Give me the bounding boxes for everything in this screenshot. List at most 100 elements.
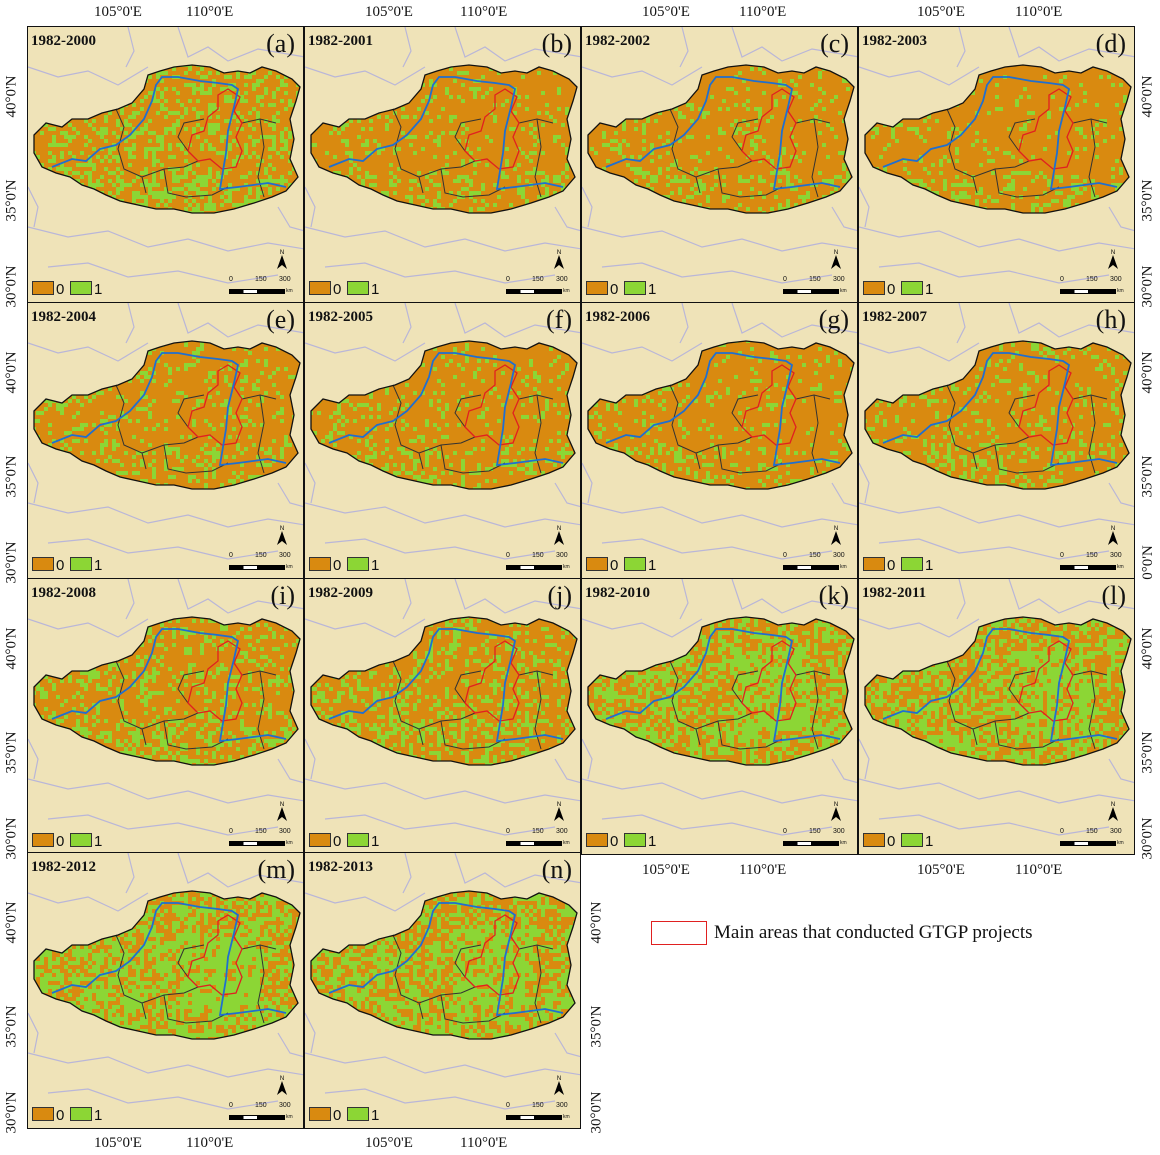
loess-plateau-map [305, 303, 580, 560]
map-panel: 1982-2009 (j) 0 1 N 0 150 300 km [304, 578, 581, 855]
lon-label: 110°0'E [739, 4, 787, 20]
province-boundary [257, 118, 265, 198]
context-boundary-line [679, 303, 689, 344]
province-boundary [1008, 670, 1036, 704]
province-boundary [454, 944, 482, 978]
scale-tick-label: 150 [255, 1102, 267, 1109]
province-boundary [115, 934, 147, 1020]
scale-unit: km [840, 840, 847, 846]
context-boundary-line [305, 66, 426, 86]
yellow-river-line [605, 628, 841, 743]
scale-tick-label: 150 [532, 552, 544, 559]
scale-tick-label: 300 [1110, 276, 1122, 283]
scale-bar-graphic [229, 841, 285, 846]
province-boundary [115, 108, 147, 194]
region-class-0-fill [865, 65, 1131, 213]
context-boundary-line [878, 262, 1110, 284]
province-boundary [454, 118, 482, 152]
province-boundary [695, 160, 753, 178]
province-boundary [972, 436, 1030, 454]
panel-letter: (n) [541, 855, 572, 884]
province-boundary [392, 660, 424, 746]
lat-label: 35°0'N [3, 178, 20, 222]
context-boundary-line [859, 226, 1134, 252]
scale-bar-graphic [506, 565, 562, 570]
scale-tick-label: 300 [556, 552, 568, 559]
province-boundary [115, 384, 147, 470]
svg-text:N: N [834, 526, 838, 532]
scale-tick-label: 300 [833, 552, 845, 559]
gtgp-area-boundary [464, 88, 520, 170]
context-boundary-line [47, 262, 279, 284]
context-boundary-line [582, 502, 857, 528]
legend-label-class-0: 0 [56, 833, 65, 850]
context-boundary-line [47, 538, 279, 560]
plateau-outline [33, 616, 301, 766]
context-boundary-line [831, 206, 857, 232]
context-boundary-line [402, 853, 412, 894]
province-boundary [717, 720, 783, 750]
legend-swatch-class-0 [32, 833, 54, 847]
legend-swatch-class-1 [347, 557, 369, 571]
lat-label: 30°0'N [3, 540, 20, 584]
lat-label: 35°0'N [1139, 730, 1156, 774]
legend-label-class-0: 0 [56, 281, 65, 298]
province-boundary [972, 712, 1030, 730]
panel-period-title: 1982-2006 [585, 309, 650, 325]
scale-tick-label: 300 [556, 276, 568, 283]
context-boundary-line [878, 538, 1110, 560]
context-boundary-line [28, 738, 39, 780]
province-boundary [731, 394, 759, 428]
legend-swatch-class-1 [347, 833, 369, 847]
context-boundary-line [956, 579, 966, 620]
scale-tick-label: 0 [1060, 828, 1064, 835]
scale-bar: 0 150 300 km [783, 276, 847, 294]
context-boundary-line [582, 778, 857, 804]
province-boundary [440, 720, 506, 750]
panel-period-title: 1982-2007 [862, 309, 927, 325]
context-boundary-line [47, 814, 279, 836]
context-boundary-line [305, 226, 580, 252]
context-boundary-line [305, 738, 316, 780]
scale-unit: km [563, 288, 570, 294]
region-class-0-fill [588, 65, 854, 213]
panel-letter: (m) [257, 855, 295, 884]
gtgp-legend-swatch [651, 921, 707, 945]
legend-label-class-1: 1 [648, 281, 657, 298]
context-boundary-line [177, 853, 303, 888]
scale-unit: km [563, 564, 570, 570]
lat-label: 40°0'N [1139, 74, 1156, 118]
panel-period-title: 1982-2000 [31, 33, 96, 49]
province-boundary [454, 394, 482, 428]
lat-label: 35°0'N [1139, 454, 1156, 498]
province-boundary [141, 712, 199, 730]
legend-swatch-class-1 [70, 1107, 92, 1121]
legend-label-class-0: 0 [56, 557, 65, 574]
legend-swatch-class-1 [901, 557, 923, 571]
province-boundary [418, 160, 476, 178]
context-boundary-line [454, 303, 580, 338]
scale-tick-label: 150 [1086, 552, 1098, 559]
panel-period-title: 1982-2002 [585, 33, 650, 49]
province-boundary [177, 670, 205, 704]
scale-tick-label: 150 [809, 828, 821, 835]
scale-tick-label: 0 [783, 828, 787, 835]
legend-label-class-1: 1 [371, 281, 380, 298]
scale-tick-label: 300 [833, 276, 845, 283]
scale-bar: 0 150 300 km [506, 276, 570, 294]
context-boundary-line [582, 618, 703, 638]
province-boundary [163, 444, 229, 474]
context-boundary-line [1008, 303, 1134, 338]
legend-swatch-class-0 [309, 833, 331, 847]
north-arrow-icon: N [829, 800, 843, 822]
lon-label: 105°0'E [642, 4, 690, 20]
map-panel: 1982-2006 (g) 0 1 N 0 150 300 km [581, 302, 858, 579]
plateau-outline [864, 340, 1132, 490]
context-boundary-line [831, 758, 857, 784]
loess-plateau-map [859, 27, 1134, 284]
gtgp-area-boundary [741, 364, 797, 446]
context-boundary-line [731, 579, 857, 614]
gtgp-area-boundary [464, 640, 520, 722]
context-boundary-line [1108, 758, 1134, 784]
province-boundary [534, 944, 542, 1024]
